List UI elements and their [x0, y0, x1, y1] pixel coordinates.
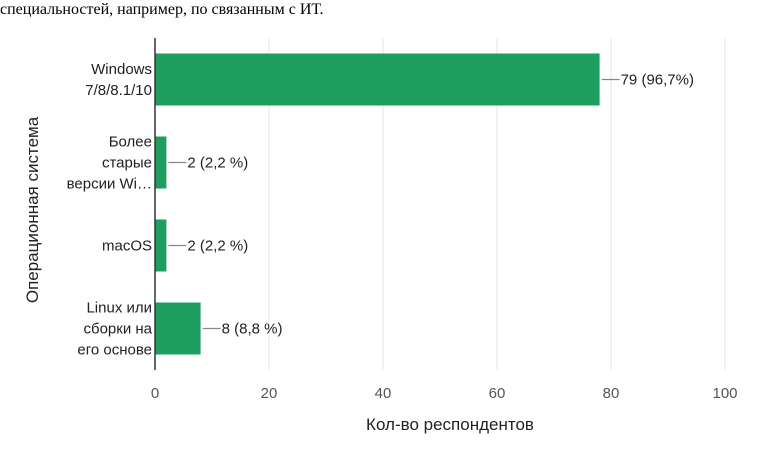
category-label: его основе: [77, 342, 152, 359]
category-labels: Windows 7/8/8.1/10 Более старые версии Wi… ma…: [67, 61, 153, 359]
category-label: сборки на: [83, 321, 152, 338]
category-label: Linux или: [86, 300, 152, 317]
bar: [155, 302, 201, 355]
bar: [155, 136, 167, 189]
bars: [155, 53, 600, 355]
x-tick-label: 0: [151, 385, 159, 402]
data-label: 79 (96,7%): [621, 72, 694, 89]
caption-text: специальностей, например, по связанным с…: [0, 1, 324, 18]
x-tick-labels: 0 20 40 60 80 100: [151, 385, 738, 402]
data-labels: 79 (96,7%) 2 (2,2 %) 2 (2,2 %) 8 (8,8 %): [168, 72, 694, 338]
bar: [155, 53, 600, 106]
data-label: 2 (2,2 %): [187, 155, 248, 172]
category-label: старые: [102, 155, 152, 172]
x-tick-label: 80: [603, 385, 620, 402]
bar: [155, 219, 167, 272]
x-tick-label: 60: [489, 385, 506, 402]
y-axis-title: Операционная система: [23, 116, 42, 303]
category-label: macOS: [102, 238, 152, 255]
grid-lines: [268, 38, 726, 370]
x-tick-label: 100: [712, 385, 737, 402]
category-label: Windows: [91, 61, 152, 78]
data-label: 8 (8,8 %): [222, 321, 283, 338]
x-axis-title: Кол-во респондентов: [366, 415, 534, 434]
category-label: версии Wi…: [67, 176, 152, 193]
x-tick-label: 20: [261, 385, 278, 402]
data-label: 2 (2,2 %): [187, 238, 248, 255]
category-label: Более: [109, 134, 152, 151]
x-tick-label: 40: [375, 385, 392, 402]
category-label: 7/8/8.1/10: [85, 82, 152, 99]
